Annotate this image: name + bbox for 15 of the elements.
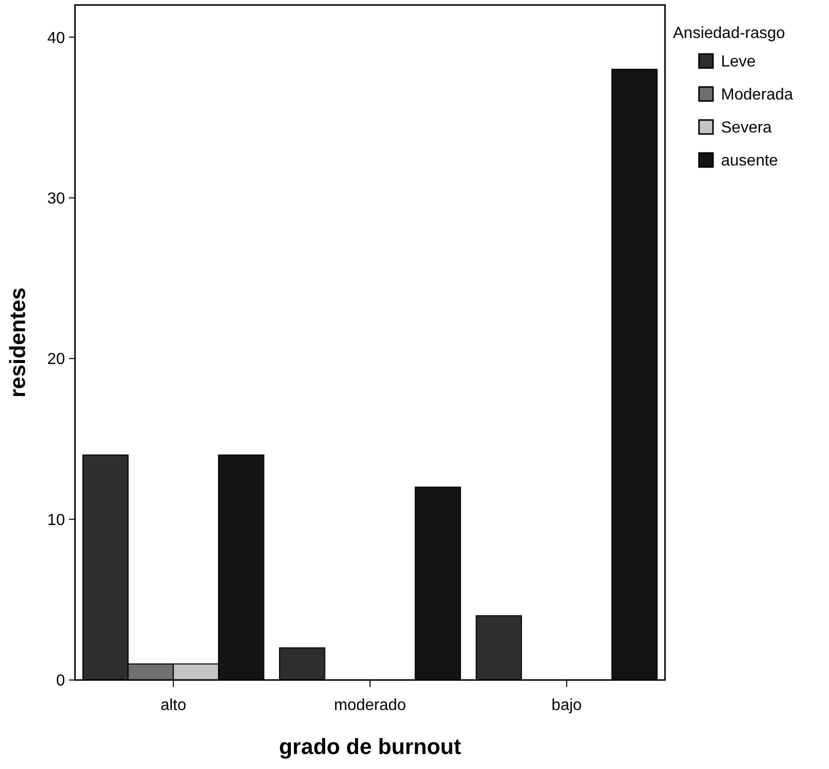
x-tick-label: moderado xyxy=(334,697,406,714)
legend-title: Ansiedad-rasgo xyxy=(673,25,786,42)
x-tick-label: bajo xyxy=(552,697,582,714)
legend-label: Severa xyxy=(721,120,772,136)
x-tick-label: alto xyxy=(160,697,186,714)
legend-label: ausente xyxy=(721,152,778,170)
y-axis-title: residentes xyxy=(5,287,30,398)
x-axis-title: grado de burnout xyxy=(278,734,462,759)
y-tick-label: 30 xyxy=(47,190,66,208)
y-tick-label: 20 xyxy=(47,351,66,368)
legend-label: Leve xyxy=(721,54,756,70)
y-tick-label: 40 xyxy=(47,30,66,47)
legend-label: Moderada xyxy=(721,86,794,104)
y-tick-label: 10 xyxy=(47,512,66,529)
y-tick-label: 0 xyxy=(56,672,66,690)
